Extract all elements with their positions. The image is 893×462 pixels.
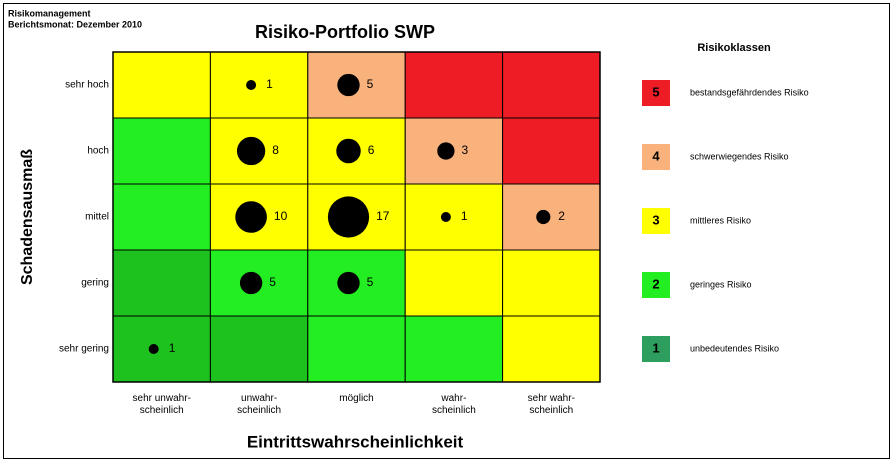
legend-level: 3 [652,212,659,227]
legend-label: bestandsgefährdendes Risiko [690,87,809,97]
x-axis-label: Eintrittswahrscheinlichkeit [247,432,464,451]
legend-swatch [642,272,670,298]
risk-bubble [437,142,455,160]
bubble-label: 2 [558,209,565,223]
risk-bubble [440,212,451,222]
risk-bubble [337,73,360,97]
matrix-cell [307,315,406,383]
legend-level: 4 [652,148,660,163]
bubble-label: 3 [462,143,469,157]
x-tick-label-line: scheinlich [140,405,184,416]
bubble-label: 1 [169,341,176,355]
matrix-cell [502,51,601,119]
matrix-cell [502,117,601,185]
matrix-cell [404,249,504,317]
bubble-label: 6 [368,143,375,157]
frame [3,3,890,459]
x-tick-label-line: scheinlich [529,405,573,416]
bubble-label: 5 [367,77,374,91]
x-tick-label: unwahr-scheinlich [237,393,281,416]
bubble-label: 10 [274,209,288,223]
legend-title: Risikoklassen [697,42,771,54]
x-tick-label: sehr unwahr-scheinlich [133,393,191,416]
matrix-cell [112,51,211,119]
header-line: Risikomanagement [8,8,91,18]
y-tick-label: sehr gering [59,344,109,355]
bubble-label: 5 [269,275,276,289]
legend-label: geringes Risiko [690,279,752,289]
y-axis-label: Schadensausmaß [19,149,36,285]
matrix-cell [112,183,211,251]
matrix-cell [112,249,211,317]
legend-swatch [642,208,670,234]
risk-bubble [536,209,551,225]
matrix-cell [112,315,211,383]
chart-title: Risiko-Portfolio SWP [255,22,435,42]
x-tick-label-line: sehr wahr- [528,393,575,404]
bubble-label: 8 [272,143,279,157]
bubble-label: 17 [376,209,390,223]
x-tick-label-line: scheinlich [432,405,476,416]
x-tick-label: möglich [339,393,373,404]
matrix-cell [502,315,601,383]
legend-swatch [642,144,670,170]
matrix-cell [209,315,309,383]
risk-bubble [246,80,257,90]
matrix-cell [209,51,309,119]
legend-level: 2 [652,276,659,291]
matrix-cell [404,51,504,119]
risk-bubble [336,138,361,164]
risk-bubble [337,271,360,295]
legend-label: schwerwiegendes Risiko [690,151,789,161]
risk-bubble [236,136,266,166]
legend-label: mittleres Risiko [690,215,751,225]
matrix-cell [112,117,211,185]
matrix-cell [502,183,601,251]
matrix-border [112,51,601,383]
y-tick-label: sehr hoch [65,80,109,91]
bubble-label: 5 [367,275,374,289]
matrix-cell [502,249,601,317]
x-tick-label: sehr wahr-scheinlich [528,393,575,416]
y-tick-label: gering [81,278,109,289]
matrix-cell [404,315,504,383]
y-tick-label: hoch [87,146,109,157]
x-tick-label-line: sehr unwahr- [133,393,191,404]
x-tick-label: wahr-scheinlich [432,393,476,416]
x-tick-label-line: scheinlich [237,405,281,416]
x-tick-label-line: unwahr- [241,393,277,404]
header-line: Berichtsmonat: Dezember 2010 [8,19,142,29]
legend-swatch [642,80,670,106]
bubble-label: 1 [266,77,273,91]
risk-bubble [148,344,159,354]
risk-bubble [235,201,267,233]
legend-swatch [642,336,670,362]
y-tick-label: mittel [85,212,109,223]
x-tick-label-line: wahr- [440,393,466,404]
legend-level: 5 [652,84,659,99]
risk-bubble [327,196,370,238]
x-tick-label-line: möglich [339,393,373,404]
legend-level: 1 [652,340,659,355]
bubble-label: 1 [461,209,468,223]
risk-bubble [239,271,263,295]
legend-label: unbedeutendes Risiko [690,343,779,353]
matrix-cell [404,183,504,251]
